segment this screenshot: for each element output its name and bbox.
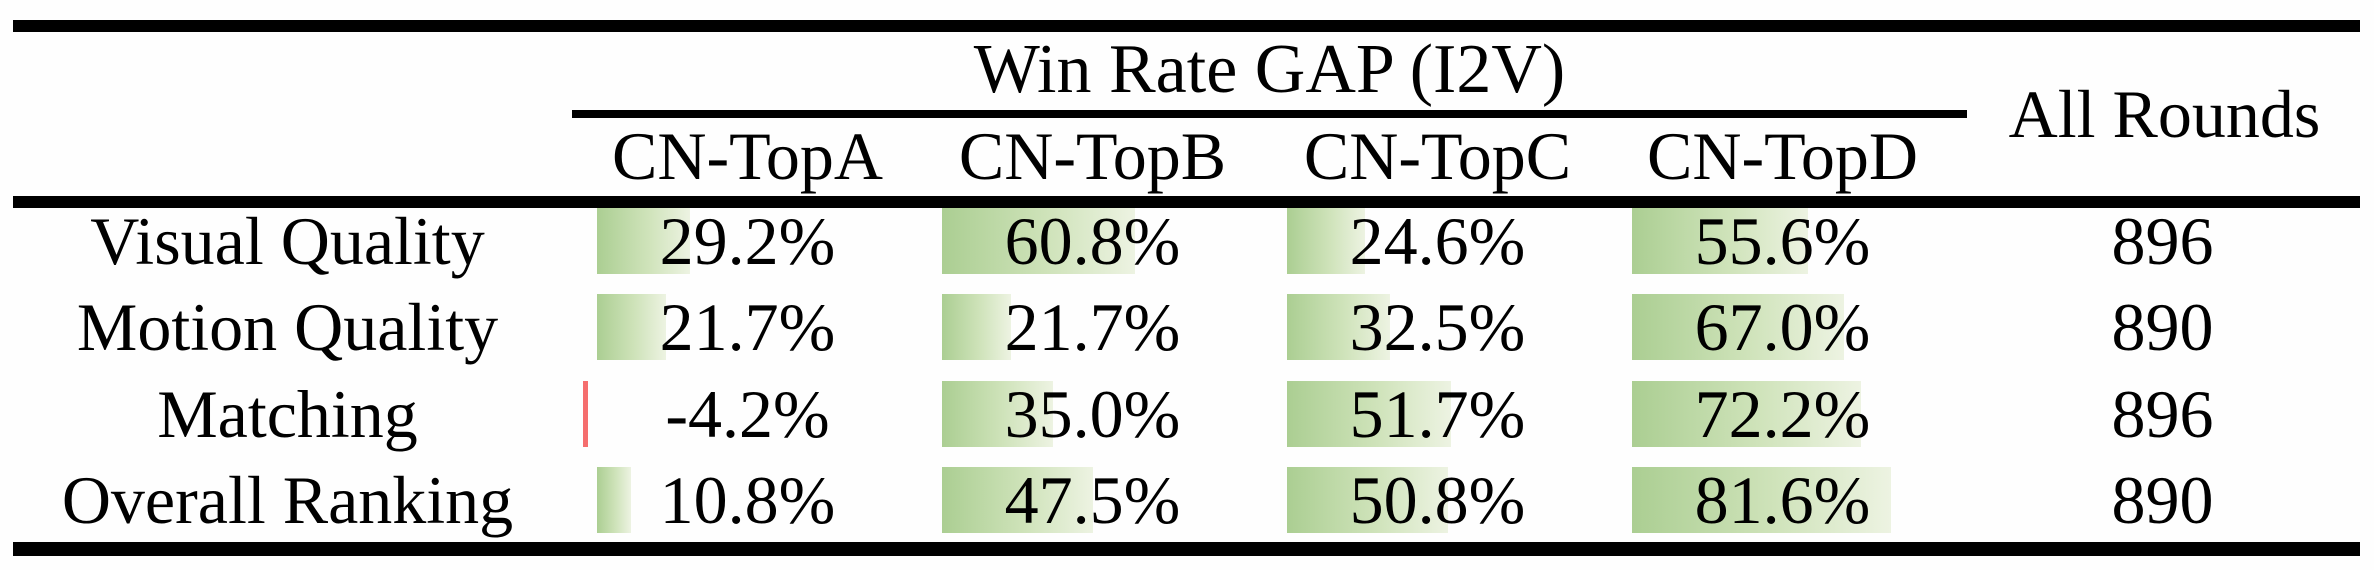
value-cell: 81.6%: [1610, 462, 1955, 538]
data-bar: [1287, 294, 1390, 360]
data-bar: [1287, 467, 1448, 533]
value-cell: 24.6%: [1265, 203, 1610, 279]
data-bar: [1632, 467, 1891, 533]
value-cell: 55.6%: [1610, 203, 1955, 279]
value-text: 51.7%: [1349, 375, 1526, 452]
column-header-cn-topb: CN-TopB: [958, 117, 1227, 194]
data-bar: [597, 208, 690, 274]
value-text: 35.0%: [1004, 375, 1181, 452]
row-label: Visual Quality: [90, 202, 485, 279]
value-text: 21.7%: [659, 288, 836, 365]
value-text: 50.8%: [1349, 461, 1526, 538]
data-bar: [1287, 381, 1451, 447]
value-cell: 21.7%: [920, 289, 1265, 365]
data-bar: [942, 208, 1135, 274]
value-text: 81.6%: [1694, 461, 1871, 538]
column-header-row: CN-TopA CN-TopB CN-TopC CN-TopD: [0, 118, 2374, 194]
value-text: 55.6%: [1694, 202, 1871, 279]
column-header-all-rounds: All Rounds: [2008, 75, 2321, 152]
data-bar: [1632, 294, 1844, 360]
value-text: 67.0%: [1694, 288, 1871, 365]
value-text: 60.8%: [1004, 202, 1181, 279]
data-bar: [942, 467, 1093, 533]
value-cell: 10.8%: [575, 462, 920, 538]
group-header-underline-rule: [572, 110, 1967, 118]
row-label: Overall Ranking: [61, 461, 514, 538]
value-cell: 60.8%: [920, 203, 1265, 279]
value-cell: 35.0%: [920, 376, 1265, 452]
header-body-separator-rule: [13, 196, 2360, 208]
value-cell: 32.5%: [1265, 289, 1610, 365]
column-header-cn-topa: CN-TopA: [611, 117, 883, 194]
data-bar: [1287, 208, 1365, 274]
data-bar: [1632, 208, 1808, 274]
value-cell: 29.2%: [575, 203, 920, 279]
value-text: 21.7%: [1004, 288, 1181, 365]
data-bar: [597, 294, 666, 360]
column-header-cn-topd: CN-TopD: [1646, 117, 1918, 194]
value-text: 47.5%: [1004, 461, 1181, 538]
row-label: Matching: [157, 375, 418, 452]
all-rounds-value: 896: [2111, 375, 2214, 452]
value-cell: 72.2%: [1610, 376, 1955, 452]
row-label: Motion Quality: [76, 288, 499, 365]
table-top-rule: [13, 20, 2360, 32]
all-rounds-value: 890: [2111, 288, 2214, 365]
value-text: -4.2%: [665, 375, 830, 452]
value-text: 29.2%: [659, 202, 836, 279]
group-header-win-rate-gap: Win Rate GAP (I2V): [973, 31, 1566, 108]
table-row: Matching -4.2% 35.0% 51.7% 72.2% 896: [0, 375, 2374, 452]
data-bar: [1632, 381, 1861, 447]
value-cell: 51.7%: [1265, 376, 1610, 452]
table-row: Motion Quality 21.7% 21.7% 32.5% 67.0% 8…: [0, 288, 2374, 365]
value-cell: 67.0%: [1610, 289, 1955, 365]
data-bar: [942, 294, 1011, 360]
column-header-cn-topc: CN-TopC: [1303, 117, 1572, 194]
value-cell: 47.5%: [920, 462, 1265, 538]
data-bar: [597, 467, 631, 533]
table-row: Visual Quality 29.2% 60.8% 24.6% 55.6% 8…: [0, 202, 2374, 279]
value-cell: 21.7%: [575, 289, 920, 365]
value-text: 24.6%: [1349, 202, 1526, 279]
value-cell: -4.2%: [575, 376, 920, 452]
value-text: 32.5%: [1349, 288, 1526, 365]
value-text: 72.2%: [1694, 375, 1871, 452]
value-cell: 50.8%: [1265, 462, 1610, 538]
all-rounds-value: 896: [2111, 202, 2214, 279]
data-bar-negative: [583, 381, 588, 447]
table-bottom-rule: [13, 542, 2360, 556]
table-row: Overall Ranking 10.8% 47.5% 50.8% 81.6% …: [0, 461, 2374, 538]
data-bar: [942, 381, 1053, 447]
value-text: 10.8%: [659, 461, 836, 538]
all-rounds-value: 890: [2111, 461, 2214, 538]
